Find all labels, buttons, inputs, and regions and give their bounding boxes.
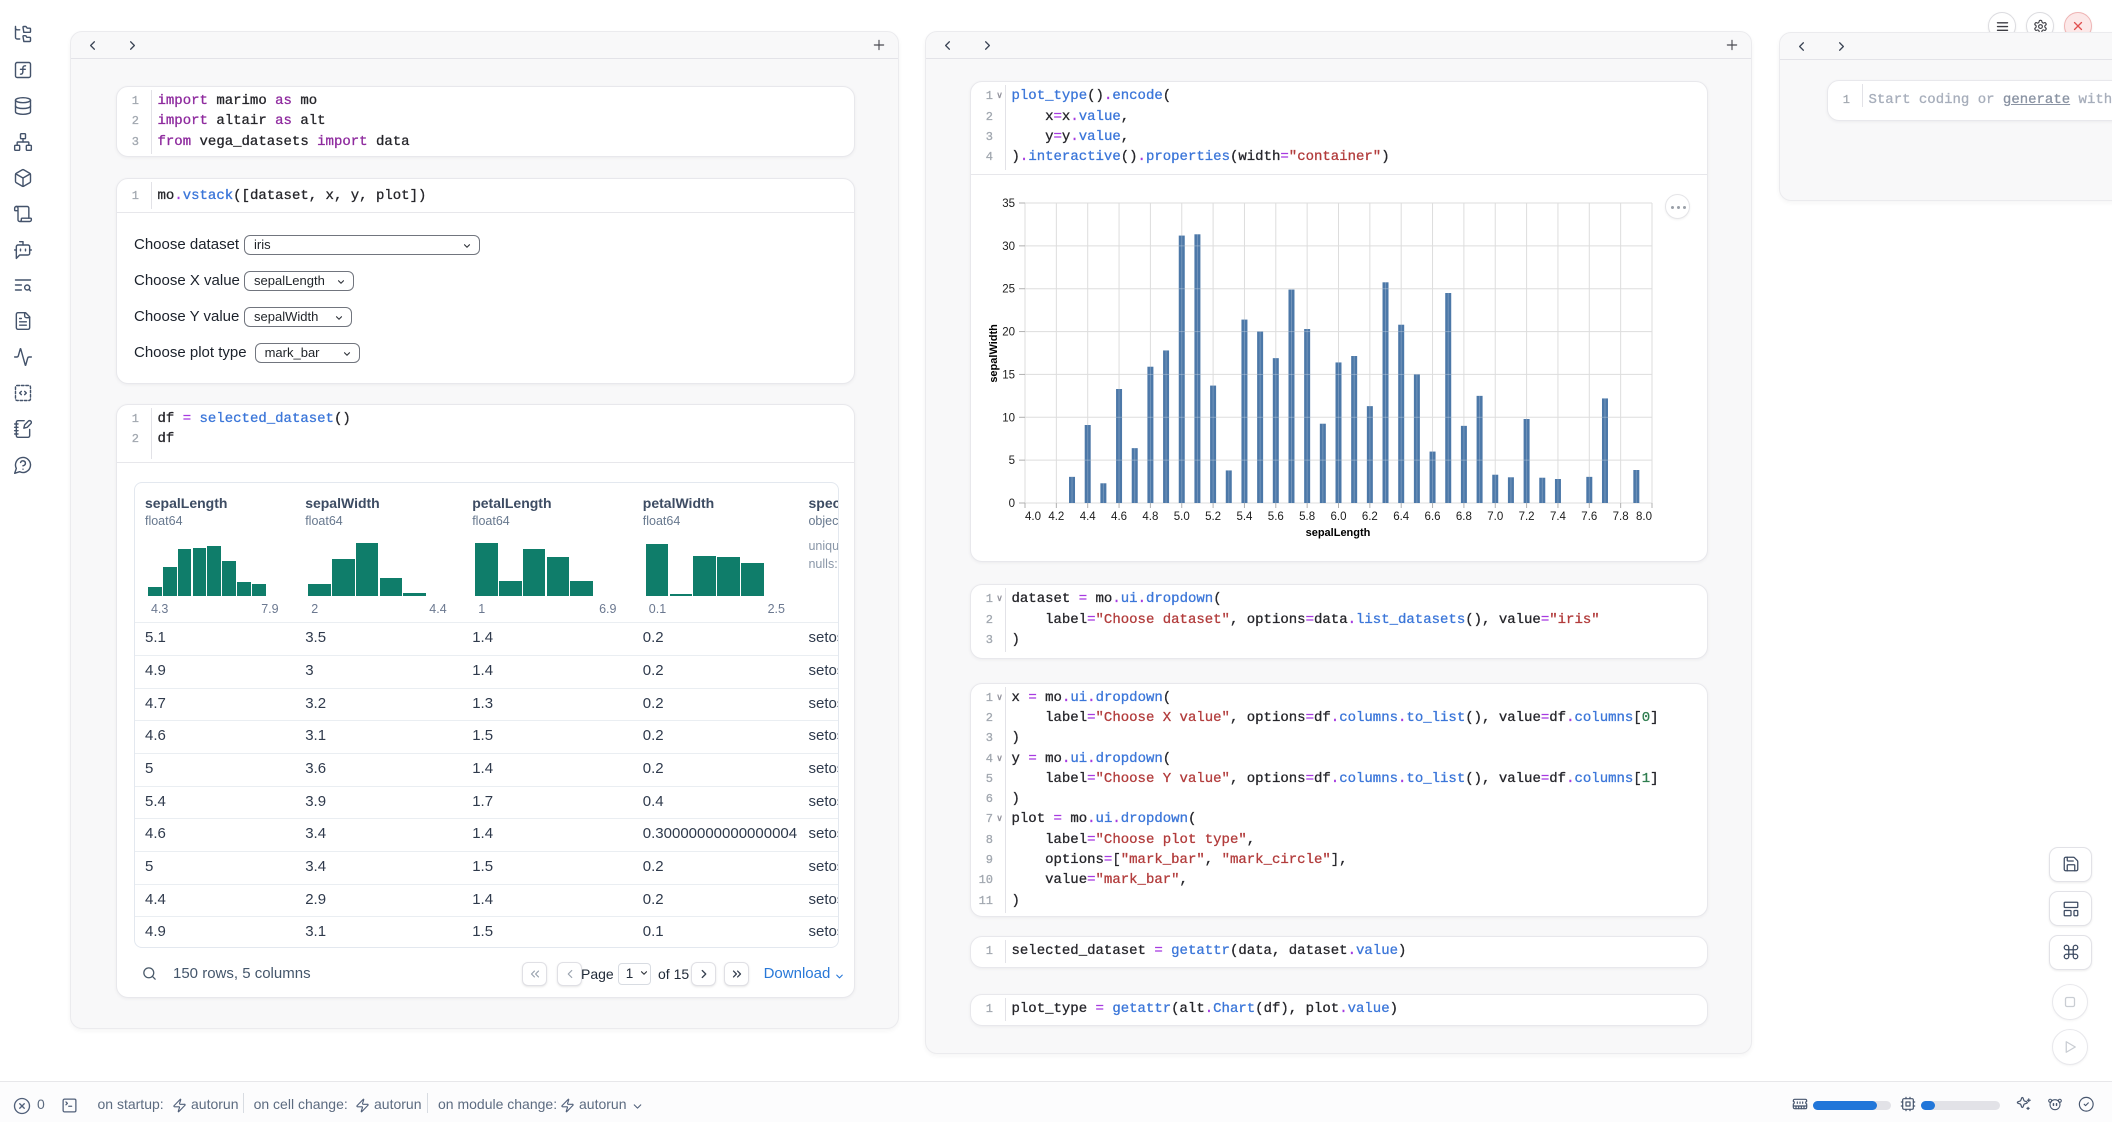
svg-text:6.4: 6.4 [1393,511,1410,523]
svg-text:5.4: 5.4 [1236,511,1253,523]
svg-text:7.8: 7.8 [1613,511,1629,523]
svg-text:10: 10 [1002,412,1015,424]
svg-text:6.6: 6.6 [1425,511,1441,523]
svg-text:4.6: 4.6 [1111,511,1127,523]
svg-text:7.2: 7.2 [1519,511,1535,523]
svg-text:sepalWidth: sepalWidth [988,323,1000,382]
svg-text:7.6: 7.6 [1581,511,1597,523]
svg-text:4.2: 4.2 [1048,511,1064,523]
svg-text:15: 15 [1002,369,1015,381]
svg-text:0: 0 [1009,498,1015,510]
svg-text:35: 35 [1002,198,1015,210]
svg-text:6.2: 6.2 [1362,511,1378,523]
svg-text:5.0: 5.0 [1174,511,1190,523]
svg-text:5.8: 5.8 [1299,511,1315,523]
svg-text:5.2: 5.2 [1205,511,1221,523]
svg-text:25: 25 [1002,283,1015,295]
svg-text:30: 30 [1002,240,1015,252]
svg-text:sepalLength: sepalLength [1306,527,1371,539]
svg-text:6.8: 6.8 [1456,511,1472,523]
svg-text:4.0: 4.0 [1025,511,1041,523]
svg-text:4.8: 4.8 [1142,511,1158,523]
svg-text:4.4: 4.4 [1080,511,1097,523]
svg-text:6.0: 6.0 [1331,511,1347,523]
svg-text:7.0: 7.0 [1487,511,1503,523]
svg-text:7.4: 7.4 [1550,511,1567,523]
svg-text:8.0: 8.0 [1636,511,1652,523]
svg-text:5: 5 [1009,455,1015,467]
svg-text:20: 20 [1002,326,1015,338]
svg-text:5.6: 5.6 [1268,511,1284,523]
